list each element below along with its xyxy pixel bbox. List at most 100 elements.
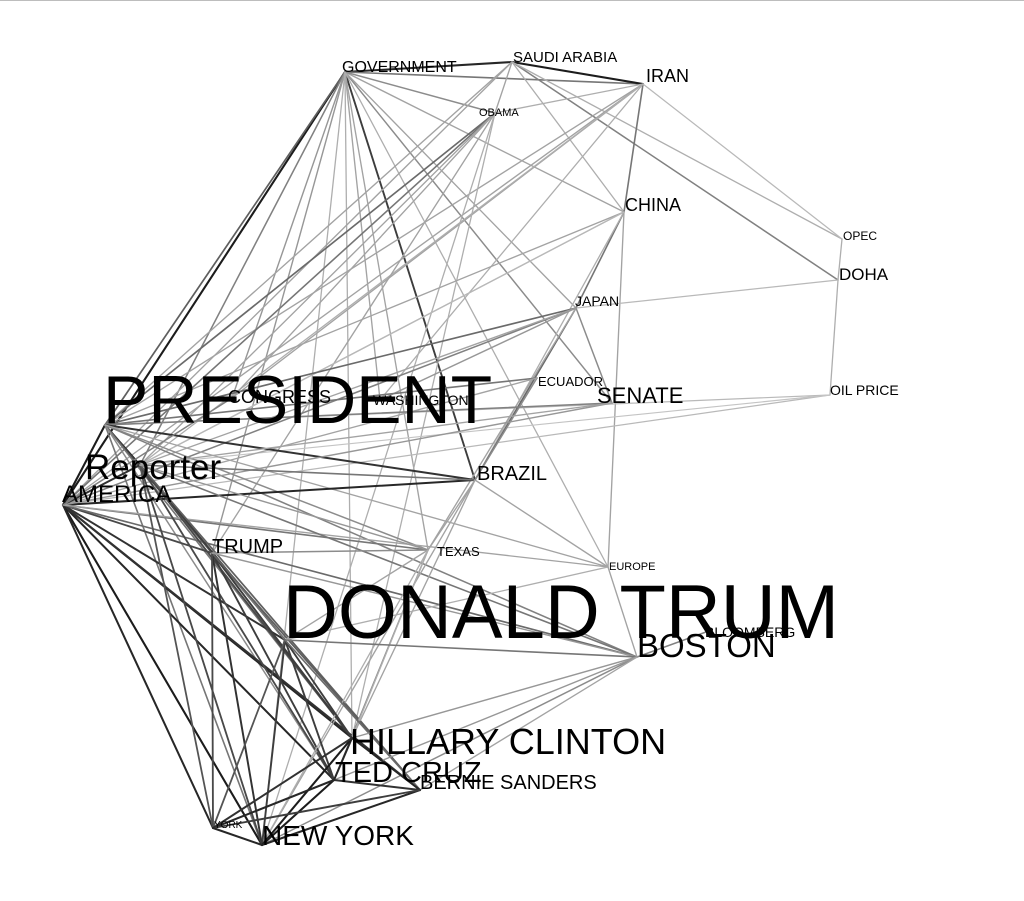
edge-ecuador-america [62,377,538,506]
edge-japan-washington [379,307,577,401]
edge-europe-boston [607,566,638,658]
node-ted-cruz: TED CRUZ [335,757,482,789]
edge-iran-china [623,83,644,213]
node-oil-price: OIL PRICE [830,382,899,398]
edge-government-reporter [139,71,346,466]
edge-america-congress [62,397,233,506]
edge-bernie_sanders-new_york [260,788,422,847]
label-layer: GOVERNMENT SAUDI ARABIA IRAN OBAMA CHINA… [62,49,899,851]
node-iran: IRAN [646,66,689,86]
edge-texas-donald_trump [284,549,429,641]
edge-reporter-new_york [139,464,263,846]
edge-america-bernie_sanders [62,504,421,791]
edge-iran-america [62,83,644,506]
edge-boston-new_york [261,656,638,846]
edge-texas-new_york [261,549,429,846]
edge-bernie_sanders-york [212,789,421,829]
edge-reporter-brazil [139,464,476,481]
edge-saudi_arabia-iran [510,60,645,86]
edge-obama-reporter [139,112,496,466]
edge-donald_trump-bernie_sanders [284,639,421,791]
edge-trump-york [211,552,214,829]
edge-brazil-hillary_clinton [351,479,476,739]
node-obama: OBAMA [479,107,519,119]
edge-america-brazil [61,478,477,507]
edge-reporter-senate [139,402,613,466]
edge-president-senate [104,402,613,426]
edge-government-obama [344,71,496,114]
edge-obama-congress [231,112,496,399]
node-reporter: Reporter [85,448,222,487]
edge-reporter-boston [139,464,638,658]
edge-reporter-ted_cruz [139,464,335,781]
edge-hillary_clinton-york [212,737,353,829]
edge-boston-ted_cruz [333,656,638,781]
edge-trump-boston [211,552,638,658]
edge-trump-texas [211,549,429,554]
node-china: CHINA [625,195,681,215]
edge-government-europe [344,71,609,568]
node-president: PRESIDENT [103,362,492,438]
edge-america-ted_cruz [61,503,336,782]
edge-president-america [61,423,107,507]
edge-donald_trump-boston [284,639,638,658]
edge-brazil-new_york [261,479,476,846]
edge-government-japan [344,71,577,309]
edge-saudi_arabia-america [62,61,513,506]
node-new-york: NEW YORK [262,820,414,851]
node-york: YORK [214,820,243,831]
edge-government-brazil [344,71,476,481]
edge-japan-reporter [139,307,577,466]
edge-iran-obama [494,83,644,114]
edge-china-brazil [474,211,625,481]
edge-doha-japan [575,279,839,309]
edge-ecuador-president [104,377,538,426]
edge-government-hillary_clinton [344,71,353,739]
edge-texas-hillary_clinton [351,549,429,739]
edge-president-texas [104,424,429,551]
edge-trump-ted_cruz [211,552,335,781]
edge-brazil-europe [474,479,609,568]
edge-government-china [344,71,625,213]
edge-europe-donald_trump [284,566,609,641]
edge-saudi_arabia-opec [511,61,843,240]
edge-president-boston [104,424,638,658]
edge-america-reporter [62,464,141,506]
edge-york-new_york [211,826,264,847]
edge-saudi_arabia-president [104,61,513,426]
node-ecuador: ECUADOR [538,374,603,389]
edge-obama-president [104,112,496,426]
edge-government-washington [344,71,381,401]
node-donald-trump: DONALD TRUM [283,570,839,655]
edge-brazil-texas [427,479,476,551]
edge-donald_trump-hillary_clinton [284,639,353,739]
node-europe: EUROPE [609,561,655,573]
edge-obama-america [62,112,496,506]
edge-saudi_arabia-doha [511,61,839,281]
edge-president-brazil [104,424,476,481]
edge-reporter-texas [139,464,429,551]
node-opec: OPEC [843,229,877,243]
edge-ted_cruz-bernie_sanders [333,779,421,791]
edge-reporter-york [139,464,214,829]
node-brazil: BRAZIL [477,463,547,485]
node-congress: CONGRESS [228,387,331,407]
node-bloomberg: BLOOMBERG [705,624,795,640]
edge-hillary_clinton-ted_cruz [332,736,354,782]
edge-trump-new_york [211,552,263,846]
edge-government-congress [231,71,346,399]
edge-opec-doha [837,238,843,281]
node-senate: SENATE [597,383,683,408]
edge-ted_cruz-york [211,778,336,830]
edge-saudi_arabia-obama [494,61,513,114]
edge-japan-texas [427,307,577,551]
edge-boston-bernie_sanders [419,656,638,791]
node-america: AMERICA [62,481,171,508]
edge-layer [61,60,843,847]
edge-boston-bloomberg [636,631,707,658]
edge-obama-trump [211,112,496,554]
edge-president-new_york [104,424,263,846]
node-texas: TEXAS [437,544,480,559]
edge-donald_trump-york [212,639,286,829]
